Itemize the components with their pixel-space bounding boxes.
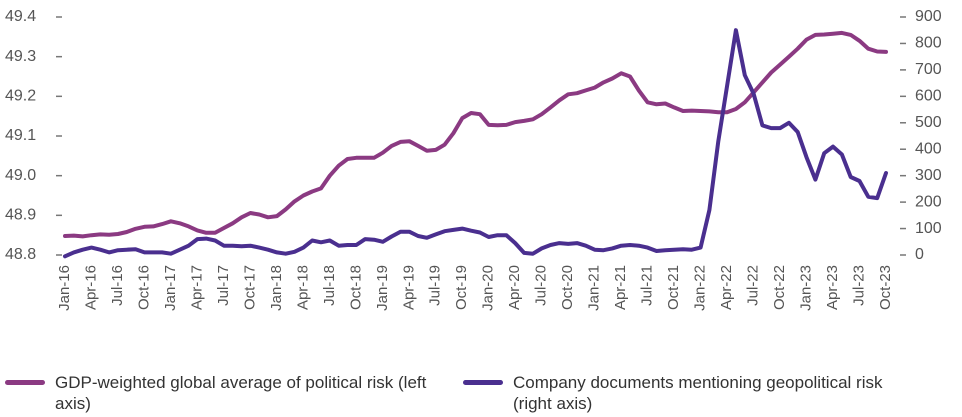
x-tick-label: Jan-16: [56, 265, 73, 311]
y-tick-label: 49.2: [5, 88, 36, 105]
plot: 48.8 48.9 49.0 49.1 49.2 49.3 49.4 0 100 200 300 40…: [5, 8, 942, 311]
x-tick-label: Jul-19: [427, 265, 444, 306]
x-tick-label: Jan-19: [374, 265, 391, 311]
x-tick-label: Jan-17: [162, 265, 179, 311]
x-tick-label: Oct-20: [559, 265, 576, 310]
x-tick-label: Jan-21: [586, 265, 603, 311]
y2-tick-label: 600: [915, 88, 942, 105]
x-tick-label: Apr-19: [400, 265, 417, 310]
x-tick-label: Apr-21: [612, 265, 629, 310]
y2-tick-label: 200: [915, 193, 942, 210]
x-tick-label: Oct-18: [347, 265, 364, 310]
legend-item: Company documents mentioning geopolitica…: [463, 372, 923, 414]
x-tick-label: Jul-18: [321, 265, 338, 306]
y2-tick-label: 300: [915, 167, 942, 184]
x-tick-label: Jul-21: [639, 265, 656, 306]
x-tick-label: Apr-22: [718, 265, 735, 310]
legend-swatch: [5, 380, 45, 385]
x-tick-label: Jul-17: [215, 265, 232, 306]
y-tick-label: 49.4: [5, 8, 36, 25]
x-tick-label: Jan-23: [798, 265, 815, 311]
x-tick-label: Oct-21: [665, 265, 682, 310]
x-tick-label: Jul-23: [850, 265, 867, 306]
x-tick-label: Oct-19: [453, 265, 470, 310]
series-line: [63, 28, 888, 259]
x-tick-label: Jan-18: [268, 265, 285, 311]
y2-tick-label: 100: [915, 220, 942, 237]
y-tick-label: 48.9: [5, 207, 36, 224]
x-tick-label: Jul-16: [109, 265, 126, 306]
x-tick-label: Oct-22: [771, 265, 788, 310]
x-tick-label: Jan-20: [480, 265, 497, 311]
y-tick-label: 49.1: [5, 127, 36, 144]
legend-item: GDP-weighted global average of political…: [5, 372, 435, 414]
y-tick-label: 49.0: [5, 167, 36, 184]
x-tick-label: Oct-17: [241, 265, 258, 310]
x-tick-label: Apr-16: [82, 265, 99, 310]
x-tick-label: Oct-16: [135, 265, 152, 310]
y2-tick-label: 800: [915, 35, 942, 52]
x-tick-label: Jan-22: [692, 265, 709, 311]
x-tick-label: Oct-23: [877, 265, 894, 310]
y2-tick-label: 400: [915, 140, 942, 157]
x-tick-label: Apr-18: [294, 265, 311, 310]
legend-label: Company documents mentioning geopolitica…: [513, 373, 883, 413]
y-tick-label: 48.8: [5, 246, 36, 263]
y2-tick-label: 0: [915, 246, 924, 263]
legend-swatch: [463, 380, 503, 385]
y2-tick-label: 500: [915, 114, 942, 131]
x-tick-label: Apr-20: [506, 265, 523, 310]
y2-tick-label: 700: [915, 61, 942, 78]
legend-label: GDP-weighted global average of political…: [55, 373, 427, 413]
x-tick-label: Jul-22: [745, 265, 762, 306]
y-tick-label: 49.3: [5, 48, 36, 65]
series-line: [63, 30, 888, 239]
x-tick-label: Jul-20: [533, 265, 550, 306]
y2-tick-label: 900: [915, 8, 942, 25]
x-tick-label: Apr-23: [824, 265, 841, 310]
x-tick-label: Apr-17: [188, 265, 205, 310]
